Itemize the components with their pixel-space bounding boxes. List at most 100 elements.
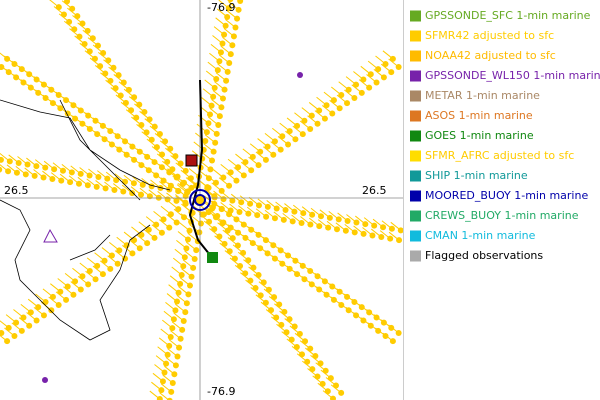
- observation-dot: [144, 153, 151, 160]
- sonde-marker: [42, 377, 48, 383]
- observation-dot: [72, 278, 79, 285]
- observation-dot: [84, 182, 91, 189]
- observation-dot: [197, 220, 204, 227]
- observation-dot: [175, 187, 182, 194]
- observation-dot: [77, 286, 84, 293]
- observation-dot: [15, 159, 22, 166]
- observation-dot: [227, 51, 234, 58]
- observation-dot: [6, 158, 13, 165]
- observation-dot: [131, 156, 138, 163]
- observation-dot: [329, 110, 336, 117]
- observation-dot: [175, 289, 182, 296]
- observation-dot: [380, 74, 387, 81]
- observation-dot: [277, 146, 284, 153]
- coastline: [0, 99, 171, 341]
- observation-dot: [55, 302, 62, 309]
- observation-dot: [382, 60, 389, 67]
- observation-dot: [366, 84, 373, 91]
- observation-dot: [166, 224, 173, 231]
- observation-dot: [345, 86, 352, 93]
- observation-dot: [26, 71, 33, 78]
- observation-dot: [22, 171, 29, 178]
- observation-dot: [148, 136, 155, 143]
- observation-dot: [309, 211, 316, 218]
- observation-dot: [342, 227, 349, 234]
- observation-dot: [31, 172, 38, 179]
- observation-dot: [318, 213, 325, 220]
- observation-dot: [196, 229, 203, 236]
- observation-dot: [13, 74, 20, 81]
- observation-dot: [57, 288, 64, 295]
- observation-dot: [353, 219, 360, 226]
- observation-dot: [144, 240, 151, 247]
- observation-dot: [226, 59, 233, 66]
- observation-dot: [79, 120, 86, 127]
- observation-dot: [215, 122, 222, 129]
- observation-dot: [153, 221, 160, 228]
- observation-dot: [344, 217, 351, 224]
- observation-dot: [129, 190, 136, 197]
- observation-dot: [182, 193, 189, 200]
- observation-dot: [33, 163, 40, 170]
- observation-dot: [212, 179, 219, 186]
- observation-dot: [234, 15, 241, 22]
- observation-dot: [81, 40, 88, 47]
- observation-dot: [218, 187, 225, 194]
- observation-dot: [247, 200, 254, 207]
- axis-label: 26.5: [362, 184, 387, 197]
- observation-dot: [75, 180, 82, 187]
- observation-dot: [235, 164, 242, 171]
- observation-dot: [18, 327, 25, 334]
- observation-dot: [11, 333, 18, 340]
- legend-swatch: [410, 50, 421, 62]
- axis-label: -76.9: [207, 1, 235, 14]
- observation-dot: [138, 162, 145, 169]
- observation-dot: [279, 133, 286, 140]
- legend-label: CMAN 1-min marine: [425, 229, 536, 242]
- observation-dot: [186, 227, 193, 234]
- observation-dot: [358, 89, 365, 96]
- observation-dot: [230, 33, 237, 40]
- observation-dot: [316, 223, 323, 230]
- observation-dot: [117, 92, 124, 99]
- metar-marker: [185, 154, 198, 167]
- observation-dot: [59, 167, 66, 174]
- observation-dot: [113, 177, 120, 184]
- observation-dot: [26, 322, 33, 329]
- observation-dot: [233, 177, 240, 184]
- observation-dot: [240, 172, 247, 179]
- observation-dot: [173, 197, 180, 204]
- observation-dot: [104, 175, 111, 182]
- observation-dot: [85, 112, 92, 119]
- observation-dot: [136, 101, 143, 108]
- observation-dot: [360, 230, 367, 237]
- observation-dot: [335, 216, 342, 223]
- observation-dot: [4, 338, 11, 345]
- observation-dot: [225, 5, 232, 12]
- observation-dot: [148, 183, 155, 190]
- observation-dot: [130, 180, 137, 187]
- observation-dot: [123, 151, 130, 158]
- observation-dot: [321, 115, 328, 122]
- observation-dot: [286, 128, 293, 135]
- legend-swatch: [410, 170, 421, 182]
- legend: GPSSONDE_SFC 1-min marine SFMR42 adjusted…: [410, 9, 600, 262]
- observation-dot: [133, 114, 140, 121]
- observation-dot: [181, 179, 188, 186]
- observation-dot: [159, 378, 166, 385]
- observation-dot: [397, 227, 404, 234]
- observation-dot: [236, 209, 243, 216]
- observation-dot: [158, 164, 165, 171]
- observation-dot: [138, 122, 145, 129]
- observation-dot: [181, 254, 188, 261]
- observation-dot: [42, 299, 49, 306]
- observation-dot: [308, 112, 315, 119]
- observation-dot: [164, 351, 171, 358]
- observation-dot: [191, 255, 198, 262]
- observation-dot: [298, 219, 305, 226]
- observation-dot: [389, 338, 396, 345]
- observation-dot: [221, 86, 228, 93]
- observation-dot: [122, 138, 129, 145]
- observation-dot: [162, 138, 169, 145]
